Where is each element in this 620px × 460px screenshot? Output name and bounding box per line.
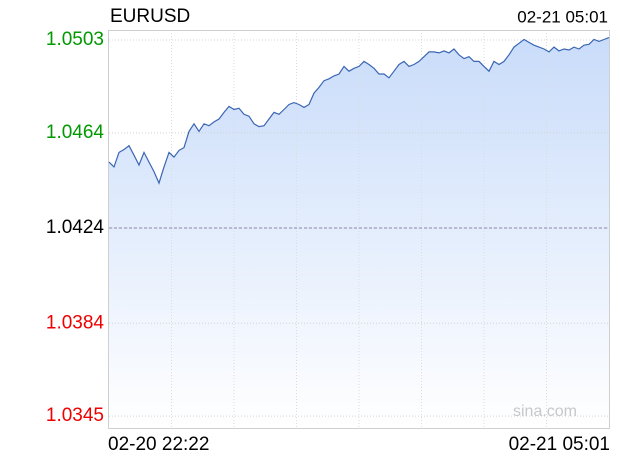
y-tick-label: 1.0503 [46, 29, 104, 50]
x-tick-label: 02-21 05:01 [509, 434, 610, 455]
y-tick-label: 1.0345 [46, 405, 104, 426]
watermark: sina.com [513, 403, 577, 420]
y-tick-label: 1.0384 [46, 312, 105, 333]
y-tick-label: 1.0464 [46, 122, 105, 143]
x-tick-label: 02-20 22:22 [108, 434, 209, 455]
price-line [108, 37, 610, 185]
y-tick-label: 1.0424 [46, 217, 105, 238]
chart-title: EURUSD [110, 6, 190, 27]
plot-frame [108, 30, 610, 429]
timestamp: 02-21 05:01 [517, 7, 608, 26]
